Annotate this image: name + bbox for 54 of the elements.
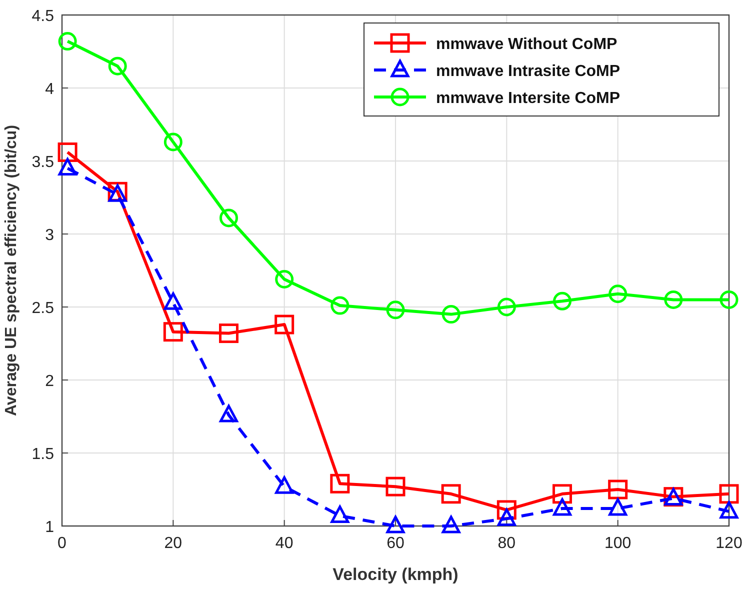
point (386, 516, 405, 534)
point (553, 498, 572, 516)
y-tick-label: 2 (45, 373, 54, 390)
x-tick-label: 0 (58, 535, 67, 552)
point (330, 296, 350, 315)
point (497, 298, 516, 316)
point (720, 290, 738, 309)
y-tick-label: 3.5 (32, 154, 54, 171)
point (553, 292, 572, 310)
point (497, 508, 516, 526)
point (330, 474, 350, 494)
point (164, 132, 182, 152)
point (719, 484, 739, 504)
x-tick-label: 120 (716, 535, 742, 552)
point (164, 292, 182, 310)
point (442, 305, 460, 324)
point (163, 322, 183, 342)
point (386, 300, 405, 320)
point (58, 158, 77, 176)
y-tick-label: 4 (45, 81, 54, 98)
y-axis-title: Average UE spectral efficiency (bit/cu) (3, 124, 20, 416)
y-tick-label: 3 (45, 227, 54, 244)
legend-label: mmwave Intersite CoMP (436, 90, 620, 107)
point (275, 476, 294, 494)
point (330, 506, 350, 524)
x-tick-label: 80 (498, 535, 516, 552)
x-tick-label: 60 (386, 535, 404, 552)
point (219, 324, 238, 344)
point (220, 208, 238, 228)
point (608, 480, 628, 500)
point (552, 484, 572, 504)
x-tick-label: 20 (164, 535, 182, 552)
point (275, 270, 294, 289)
point (274, 314, 294, 334)
y-tick-label: 4.5 (32, 8, 54, 25)
legend-label: mmwave Intrasite CoMP (436, 63, 620, 80)
point (58, 32, 77, 51)
point (442, 516, 460, 534)
x-tick-label: 40 (275, 535, 294, 552)
y-tick-label: 2.5 (32, 300, 54, 317)
point (386, 476, 406, 496)
x-axis-title: Velocity (kmph) (332, 565, 458, 584)
point (108, 56, 127, 76)
y-tick-label: 1.5 (32, 446, 54, 463)
point (220, 404, 238, 422)
legend-label: mmwave Without CoMP (436, 36, 618, 53)
point (608, 284, 628, 304)
x-tick-label: 100 (604, 535, 632, 552)
point (441, 484, 461, 504)
point (720, 501, 738, 519)
y-tick-label: 1 (45, 519, 54, 536)
point (664, 290, 683, 309)
point (58, 142, 78, 162)
point (608, 498, 628, 516)
